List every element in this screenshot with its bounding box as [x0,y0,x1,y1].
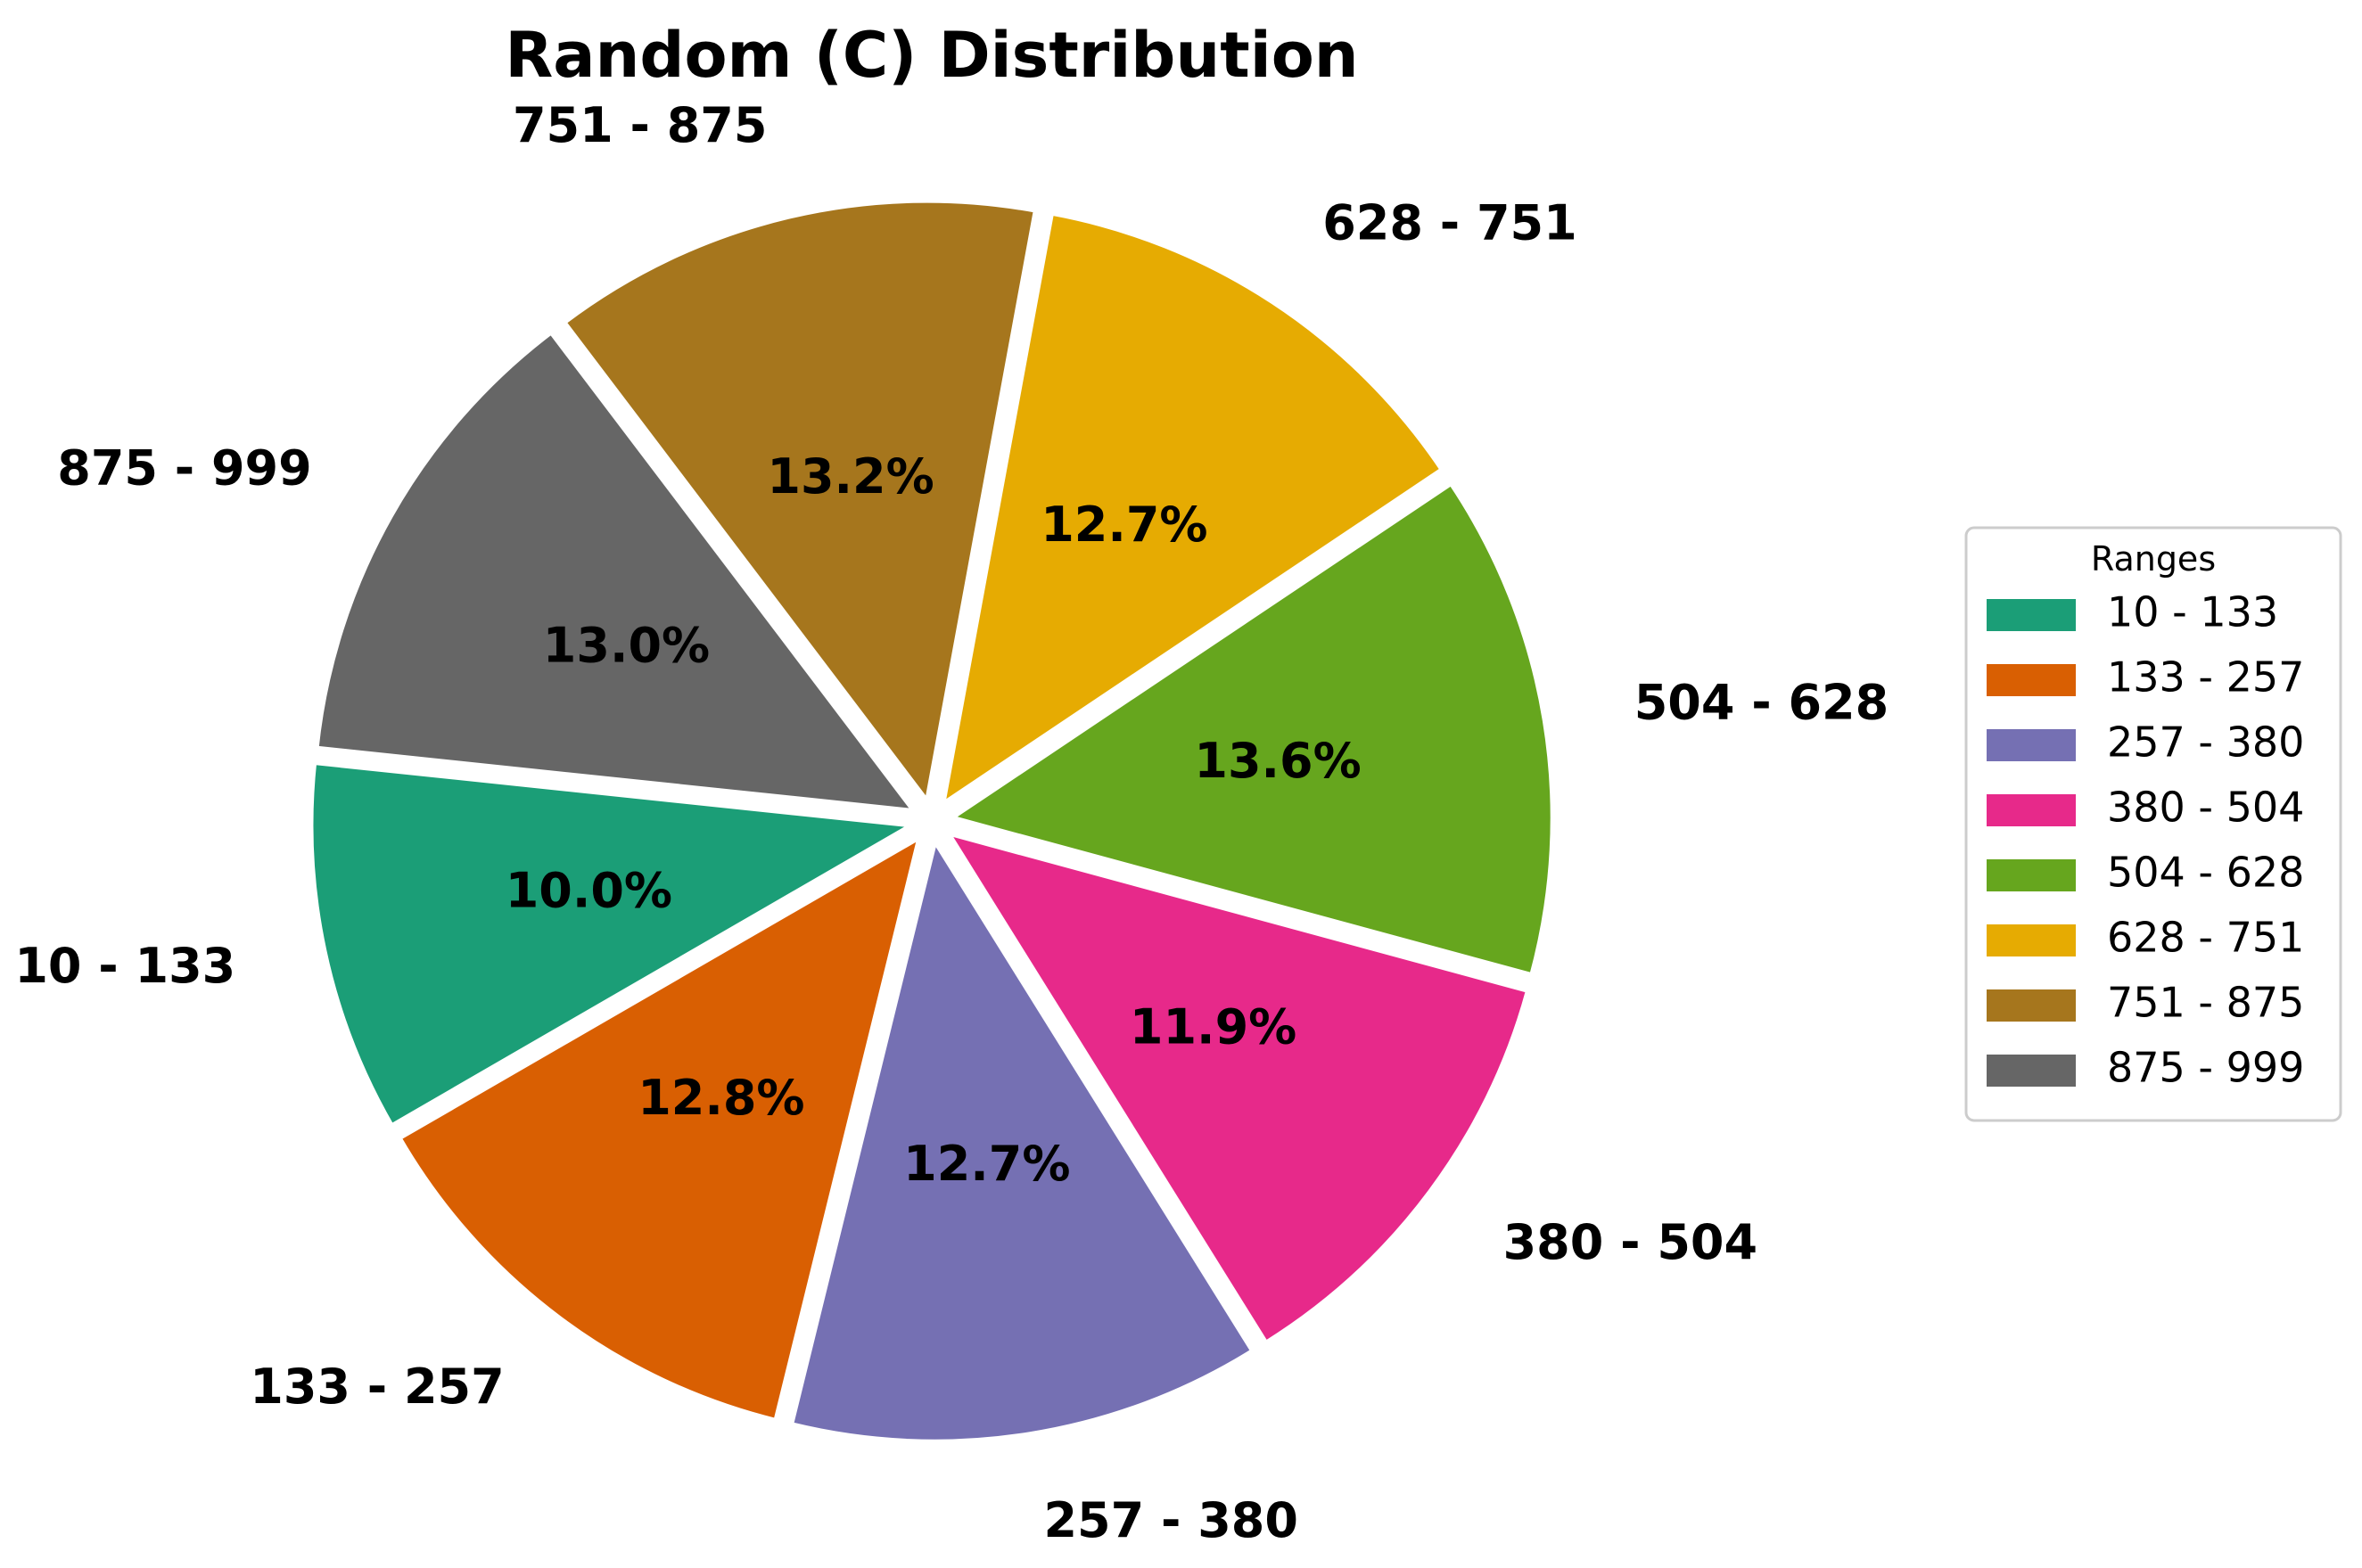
slice-category-label: 10 - 133 [14,938,235,994]
legend-label: 133 - 257 [2107,653,2304,702]
percentage-labels: 10.0% 12.8% 12.7% 11.9% 13.6% 12.7% 13.2% 13.0% [506,448,1362,1192]
slice-percentage-label: 12.8% [638,1070,804,1126]
legend-label: 751 - 875 [2107,979,2304,1027]
category-labels: 10 - 133 133 - 257 257 - 380 380 - 504 504 -… [14,97,1889,1548]
slice-percentage-label: 12.7% [1041,497,1207,553]
slice-category-label: 380 - 504 [1503,1214,1757,1270]
legend-swatch [1987,859,2076,891]
legend-swatch [1987,989,2076,1022]
legend-label: 380 - 504 [2107,784,2304,832]
slice-percentage-label: 13.2% [767,448,934,505]
pie-slice [944,479,1556,979]
pie-slice [308,759,921,1130]
pie-slice [395,831,925,1424]
legend-label: 504 - 628 [2107,849,2304,897]
pie-slices [308,197,1556,1445]
slice-category-label: 875 - 999 [57,439,311,496]
legend-entries: 10 - 133 133 - 257 257 - 380 380 - 504 504 -… [1987,588,2304,1092]
legend-label: 628 - 751 [2107,914,2304,962]
slice-percentage-label: 12.7% [903,1136,1070,1192]
legend-label: 875 - 999 [2107,1044,2304,1092]
pie-slice [942,828,1532,1348]
legend-swatch [1987,794,2076,826]
legend-swatch [1987,599,2076,631]
slice-category-label: 257 - 380 [1043,1492,1297,1548]
pie-slice [313,327,921,815]
slice-category-label: 628 - 751 [1322,194,1576,250]
legend-swatch [1987,1055,2076,1087]
legend-label: 10 - 133 [2107,588,2278,636]
legend-swatch [1987,664,2076,696]
legend-swatch [1987,729,2076,761]
slice-category-label: 133 - 257 [250,1359,504,1415]
pie-slice [938,209,1447,811]
legend: Ranges 10 - 133 133 - 257 257 - 380 380 - 5… [1964,526,2342,1122]
legend-label: 257 - 380 [2107,718,2304,767]
slice-category-label: 751 - 875 [513,97,767,153]
pie-slice [787,833,1257,1445]
slice-percentage-label: 11.9% [1130,998,1296,1055]
slice-percentage-label: 13.6% [1194,733,1361,789]
legend-title: Ranges [2091,539,2216,579]
slice-percentage-label: 13.0% [543,617,710,673]
slice-percentage-label: 10.0% [506,863,672,919]
chart-title: Random (C) Distribution [505,19,1358,92]
legend-swatch [1987,924,2076,956]
slice-category-label: 504 - 628 [1634,674,1889,730]
pie-slice [560,197,1040,809]
